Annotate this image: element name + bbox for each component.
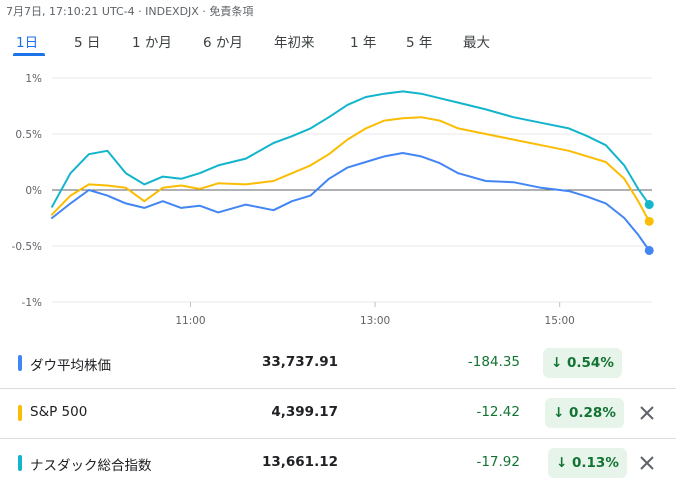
- percent-badge: ↓ 0.28%: [545, 398, 624, 428]
- index-change: -184.35: [467, 354, 520, 370]
- index-name: ダウ平均株価: [30, 358, 111, 374]
- index-name: S&P 500: [30, 404, 88, 420]
- y-tick-label: -0.5%: [12, 241, 42, 253]
- x-tick-label: 15:00: [545, 315, 575, 327]
- series-end-dot-2: [644, 200, 654, 210]
- index-price: 13,661.12: [261, 454, 338, 470]
- index-row-dow[interactable]: ダウ平均株価 33,737.91 -184.35 ↓ 0.54%: [0, 338, 676, 389]
- index-price: 4,399.17: [271, 404, 338, 420]
- tab-6-months[interactable]: 6 か月: [203, 35, 243, 51]
- tab-1-day[interactable]: 1日: [16, 35, 39, 51]
- tab-1-year[interactable]: 1 年: [350, 35, 377, 51]
- series-end-dot-0: [644, 245, 654, 255]
- x-axis-labels: 11:00 13:00 15:00: [175, 315, 574, 327]
- index-row-nasdaq[interactable]: ナスダック総合指数 13,661.12 -17.92 ↓ 0.13%: [0, 438, 676, 488]
- y-tick-label: 1%: [25, 73, 42, 85]
- index-change: -12.42: [476, 404, 520, 420]
- series-end-dots: [644, 200, 654, 255]
- y-tick-label: 0.5%: [15, 129, 42, 141]
- active-tab-indicator: [13, 53, 45, 56]
- series-line-2: [51, 90, 651, 208]
- percent-badge: ↓ 0.13%: [548, 448, 627, 478]
- tab-1-month[interactable]: 1 か月: [132, 35, 172, 51]
- series-lines: [51, 90, 651, 252]
- y-axis-labels: 1% 0.5% 0% -0.5% -1%: [12, 73, 42, 309]
- header-info: 7月7日, 17:10:21 UTC-4 · INDEXDJX · 免責条項: [6, 5, 254, 18]
- index-name: ナスダック総合指数: [30, 458, 152, 474]
- close-icon[interactable]: [636, 452, 658, 474]
- y-tick-label: 0%: [25, 185, 42, 197]
- chart-grid: [52, 77, 652, 307]
- tab-ytd[interactable]: 年初来: [274, 35, 315, 51]
- close-icon[interactable]: [636, 402, 658, 424]
- series-line-0: [51, 152, 651, 252]
- index-change: -17.92: [476, 454, 520, 470]
- x-tick-label: 13:00: [360, 315, 390, 327]
- series-end-dot-1: [644, 216, 654, 226]
- tab-max[interactable]: 最大: [463, 35, 490, 51]
- index-row-sp500[interactable]: S&P 500 4,399.17 -12.42 ↓ 0.28%: [0, 388, 676, 439]
- series-color-bar: [18, 405, 22, 421]
- tab-5-years[interactable]: 5 年: [406, 35, 433, 51]
- x-tick-label: 11:00: [175, 315, 205, 327]
- tab-5-days[interactable]: 5 日: [74, 35, 101, 51]
- line-chart[interactable]: 1% 0.5% 0% -0.5% -1% 11:00 13:00 15:00: [0, 60, 676, 335]
- series-color-bar: [18, 455, 22, 471]
- percent-badge: ↓ 0.54%: [543, 348, 622, 378]
- series-color-bar: [18, 355, 22, 371]
- y-tick-label: -1%: [22, 297, 42, 309]
- index-price: 33,737.91: [261, 354, 338, 370]
- series-line-1: [51, 116, 651, 223]
- timeframe-tabs: 1日 5 日 1 か月 6 か月 年初来 1 年 5 年 最大: [0, 25, 676, 56]
